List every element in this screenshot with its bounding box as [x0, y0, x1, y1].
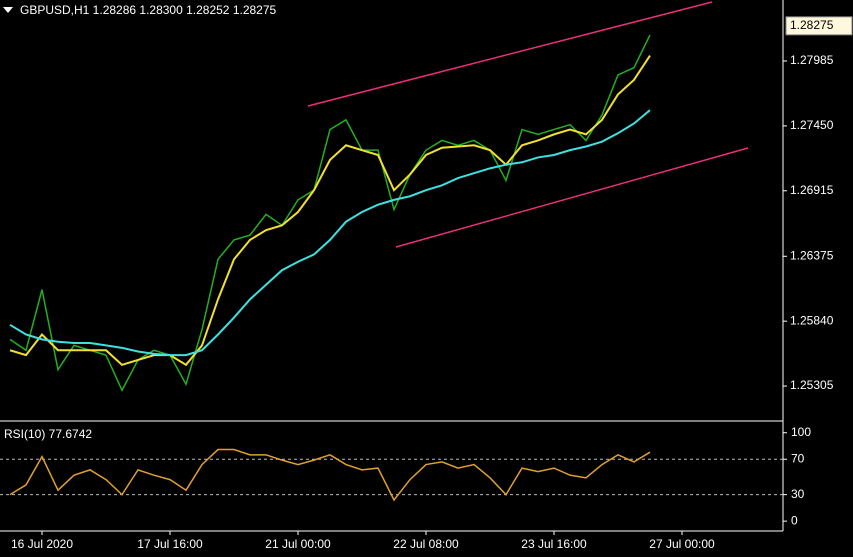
menu-arrow: [3, 7, 13, 13]
y-tick-label: 1.25840: [790, 313, 834, 327]
series-line: [9, 109, 651, 357]
channel-line: [395, 147, 749, 248]
y-tick-label: 1.26375: [790, 248, 834, 262]
current-price: 1.28275: [790, 18, 834, 32]
x-tick-label: 17 Jul 16:00: [137, 537, 203, 551]
x-tick-label: 16 Jul 2020: [11, 537, 73, 551]
channel-line: [307, 1, 713, 107]
series-line: [9, 54, 651, 367]
chart-title: GBPUSD,H1 1.28286 1.28300 1.28252 1.2827…: [20, 3, 277, 17]
y-tick-label: 1.26915: [790, 183, 834, 197]
series-line: [9, 448, 651, 502]
price-box: [785, 16, 853, 36]
y-tick-label: 100: [791, 425, 811, 439]
y-tick-label: 0: [791, 513, 798, 527]
x-tick-label: 21 Jul 00:00: [265, 537, 331, 551]
series-line: [9, 34, 651, 392]
y-tick-label: 1.27450: [790, 118, 834, 132]
x-tick-label: 22 Jul 08:00: [393, 537, 459, 551]
rsi-title: RSI(10) 77.6742: [4, 427, 92, 441]
y-tick-label: 30: [791, 487, 805, 501]
y-tick-label: 70: [791, 451, 805, 465]
x-tick-label: 23 Jul 16:00: [521, 537, 587, 551]
y-tick-label: 1.25305: [790, 378, 834, 392]
y-tick-label: 1.27985: [790, 53, 834, 67]
x-tick-label: 27 Jul 00:00: [649, 537, 715, 551]
